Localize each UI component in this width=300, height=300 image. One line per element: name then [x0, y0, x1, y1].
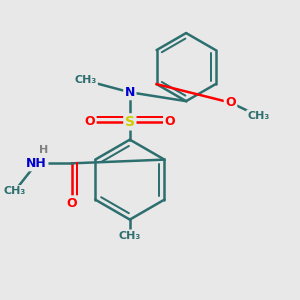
Text: O: O: [85, 116, 95, 128]
Text: O: O: [225, 96, 236, 109]
Text: H: H: [39, 145, 49, 155]
Text: CH₃: CH₃: [3, 187, 26, 196]
Text: NH: NH: [26, 157, 47, 170]
Text: O: O: [67, 197, 77, 210]
Text: N: N: [125, 86, 135, 99]
Text: CH₃: CH₃: [248, 111, 270, 121]
Text: CH₃: CH₃: [74, 75, 97, 85]
Text: S: S: [125, 115, 135, 129]
Text: O: O: [164, 116, 175, 128]
Text: CH₃: CH₃: [119, 231, 141, 241]
